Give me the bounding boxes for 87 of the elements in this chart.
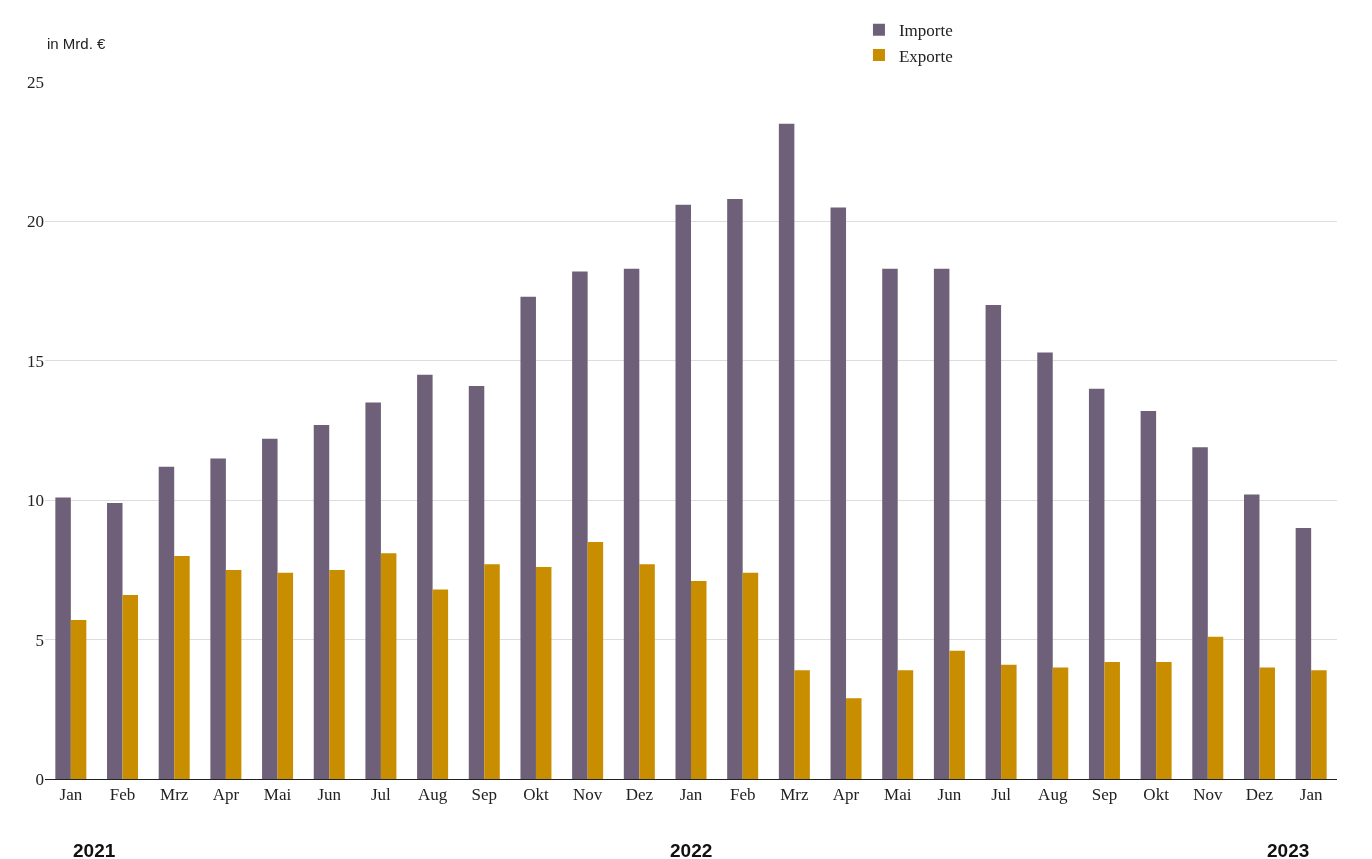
- bar: [691, 581, 707, 779]
- bar: [933, 268, 950, 779]
- bar: [468, 385, 485, 779]
- y-tick-label: 0: [35, 769, 44, 789]
- bar: [623, 268, 640, 779]
- bar: [432, 589, 449, 779]
- bar: [727, 199, 743, 779]
- x-tick-label: Apr: [832, 785, 860, 805]
- bar: [1088, 388, 1105, 779]
- bar: [639, 564, 655, 779]
- bar: [1259, 667, 1275, 779]
- bar: [1140, 410, 1157, 779]
- bar: [380, 553, 397, 779]
- x-tick-label: Mai: [263, 785, 292, 805]
- bar: [1243, 494, 1260, 779]
- bar: [1192, 447, 1208, 779]
- bar: [210, 458, 226, 779]
- legend-label: Importe: [898, 21, 953, 41]
- x-tick-label: Jan: [59, 785, 83, 805]
- bar: [846, 698, 862, 779]
- bar: [174, 555, 190, 779]
- x-tick-label: Feb: [729, 785, 756, 805]
- text: 2021: [73, 840, 116, 859]
- x-tick-label: Nov: [573, 785, 603, 805]
- text: 2023: [1267, 840, 1310, 859]
- bar: [225, 569, 242, 779]
- bar: [55, 497, 71, 779]
- x-tick-label: Mai: [884, 785, 912, 805]
- bar: [949, 650, 965, 779]
- bar: [897, 670, 914, 779]
- bar: [1037, 352, 1053, 779]
- x-tick-label: Dez: [1245, 785, 1274, 805]
- x-tick-label: Jul: [991, 785, 1012, 805]
- bar: [587, 542, 604, 779]
- x-tick-label: Dez: [625, 785, 654, 805]
- x-tick-label: Jun: [937, 785, 962, 805]
- bar: [107, 502, 123, 779]
- bar: [675, 204, 691, 779]
- bar: [70, 620, 87, 779]
- bar: [882, 268, 898, 779]
- x-tick-label: Okt: [1143, 785, 1170, 805]
- x-tick-label: Jan: [1299, 785, 1323, 805]
- bar: [572, 271, 588, 779]
- bar: [1156, 661, 1172, 779]
- x-tick-label: Sep: [471, 785, 498, 805]
- x-tick-label: Aug: [417, 785, 448, 805]
- bar: [778, 123, 795, 779]
- y-axis-title: in Mrd. €: [47, 35, 107, 52]
- y-tick-label: 15: [27, 351, 44, 371]
- bar: [1001, 664, 1017, 779]
- x-tick-label: Sep: [1091, 785, 1118, 805]
- bar: [535, 567, 552, 779]
- bar: [985, 305, 1002, 779]
- bar: [158, 466, 175, 779]
- x-tick-label: Jul: [371, 785, 392, 805]
- bar: [520, 296, 536, 779]
- y-tick-label: 10: [27, 491, 44, 511]
- x-tick-label: Mrz: [780, 785, 809, 805]
- bar: [277, 572, 294, 779]
- bar: [329, 569, 345, 779]
- bar: [122, 594, 139, 779]
- bar: [830, 207, 847, 779]
- bar: [262, 438, 278, 779]
- x-tick-label: Jun: [317, 785, 342, 805]
- bar: [417, 374, 433, 779]
- x-tick-label: Jan: [679, 785, 703, 805]
- bar: [1104, 661, 1120, 779]
- bar: [1052, 667, 1069, 779]
- y-tick-label: 20: [27, 212, 44, 232]
- bar: [1295, 528, 1312, 779]
- y-tick-label: 25: [27, 72, 44, 92]
- legend-label: Exporte: [898, 46, 953, 66]
- bar: [484, 564, 500, 779]
- bar: [1311, 670, 1327, 779]
- bar: [313, 424, 330, 779]
- y-tick-label: 5: [35, 630, 44, 650]
- x-tick-label: Okt: [523, 785, 549, 805]
- x-tick-label: Apr: [212, 785, 240, 805]
- x-tick-label: Mrz: [160, 785, 189, 805]
- bar: [365, 402, 381, 779]
- x-tick-label: Nov: [1193, 785, 1223, 805]
- x-tick-label: Feb: [109, 785, 136, 805]
- bar: [1207, 636, 1224, 779]
- bar: [742, 572, 759, 779]
- bar: [794, 670, 810, 779]
- x-tick-label: Aug: [1038, 785, 1068, 805]
- text: 2022: [670, 840, 713, 859]
